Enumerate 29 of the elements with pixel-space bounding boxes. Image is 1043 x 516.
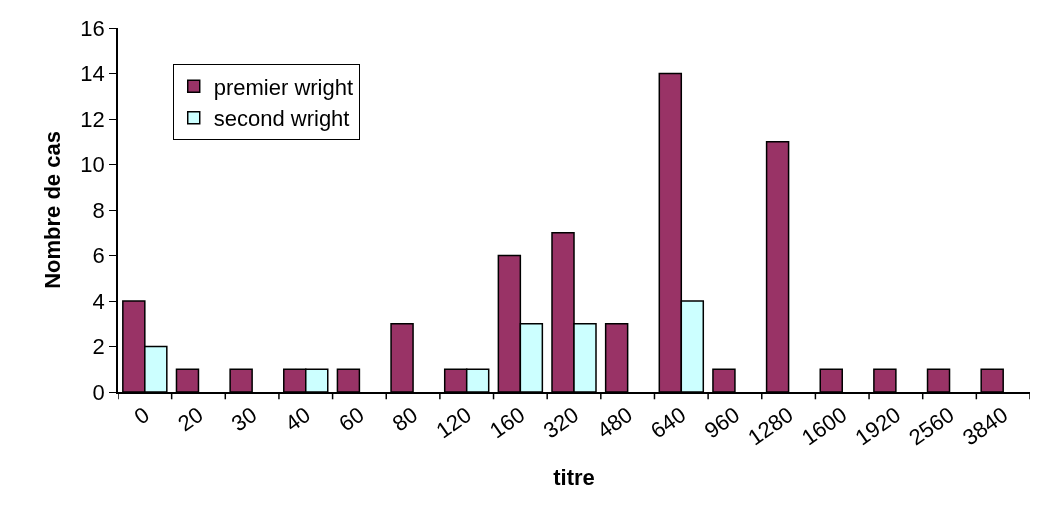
y-axis-title: Nombre de cas — [39, 131, 65, 289]
x-tick-label: 20 — [173, 401, 208, 437]
x-tick-label: 1600 — [796, 401, 852, 451]
x-tick-label: 80 — [387, 401, 423, 437]
y-tick-label: 10 — [80, 152, 105, 178]
y-tick-label: 8 — [92, 197, 105, 223]
x-tick-label: 0 — [129, 401, 154, 430]
y-tick-label: 12 — [80, 106, 105, 132]
x-tick-label: 320 — [538, 401, 584, 444]
x-tick-label: 30 — [226, 401, 262, 437]
x-tick-label: 960 — [699, 401, 745, 444]
x-tick-label: 640 — [646, 401, 691, 444]
x-axis-title: titre — [553, 464, 595, 490]
x-tick-label: 40 — [280, 401, 315, 437]
x-tick-label: 3840 — [957, 401, 1013, 451]
y-tick-label: 0 — [92, 379, 105, 405]
y-tick-label: 16 — [80, 15, 105, 41]
x-tick-label: 160 — [485, 401, 530, 444]
x-tick-label: 1280 — [743, 401, 798, 451]
y-tick-label: 2 — [92, 334, 105, 360]
x-tick-label: 480 — [592, 401, 637, 444]
x-tick-label: 60 — [334, 401, 369, 437]
y-tick-label: 4 — [92, 288, 105, 314]
legend-label: second wright — [213, 106, 350, 132]
legend-label: premier wright — [213, 74, 354, 100]
x-tick-label: 120 — [431, 401, 476, 444]
y-tick-label: 14 — [80, 61, 105, 87]
y-tick-label: 6 — [92, 243, 105, 269]
x-tick-label: 1920 — [850, 401, 906, 451]
